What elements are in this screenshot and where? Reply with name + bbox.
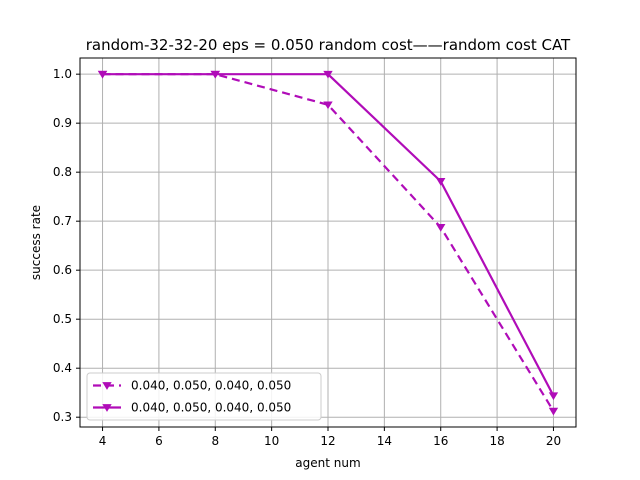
series-1 bbox=[97, 70, 559, 401]
series-layer bbox=[97, 70, 559, 416]
data-point bbox=[436, 223, 446, 232]
x-tick-label: 12 bbox=[320, 434, 335, 448]
legend-marker bbox=[102, 404, 112, 412]
chart-title: random-32-32-20 eps = 0.050 random cost—… bbox=[86, 36, 571, 54]
grid bbox=[80, 58, 576, 427]
x-tick-label: 18 bbox=[489, 434, 504, 448]
data-point bbox=[210, 70, 220, 79]
y-tick-label: 0.9 bbox=[53, 116, 72, 130]
legend: 0.040, 0.050, 0.040, 0.050 0.040, 0.050,… bbox=[86, 372, 322, 421]
legend-label-1: 0.040, 0.050, 0.040, 0.050 bbox=[131, 401, 291, 415]
x-tick-label: 14 bbox=[377, 434, 392, 448]
y-tick-label: 0.5 bbox=[53, 312, 72, 326]
y-tick-label: 0.4 bbox=[53, 361, 72, 375]
ticks: 4 6 8 10 12 14 16 18 20 0.3 0.4 0.5 0.6 0.7 0.8 0.9 1.0 bbox=[53, 67, 561, 448]
legend-label-0: 0.040, 0.050, 0.040, 0.050 bbox=[131, 379, 291, 393]
legend-box bbox=[86, 372, 322, 421]
x-tick-label: 16 bbox=[433, 434, 448, 448]
x-tick-label: 8 bbox=[211, 434, 219, 448]
data-point bbox=[548, 392, 559, 401]
data-point bbox=[323, 70, 333, 79]
x-tick-label: 20 bbox=[546, 434, 561, 448]
y-tick-label: 1.0 bbox=[53, 67, 72, 81]
y-tick-label: 0.3 bbox=[53, 410, 72, 424]
y-tick-label: 0.8 bbox=[53, 165, 72, 179]
x-tick-label: 10 bbox=[264, 434, 279, 448]
data-point bbox=[436, 178, 446, 186]
legend-marker bbox=[102, 382, 112, 390]
y-tick-label: 0.7 bbox=[53, 214, 72, 228]
y-axis-label: success rate bbox=[29, 205, 43, 280]
y-tick-label: 0.6 bbox=[53, 263, 72, 277]
data-point bbox=[323, 101, 333, 110]
x-axis-label: agent num bbox=[295, 456, 360, 470]
data-point bbox=[548, 407, 559, 416]
x-tick-label: 6 bbox=[155, 434, 163, 448]
x-tick-label: 4 bbox=[99, 434, 107, 448]
data-point bbox=[97, 70, 108, 79]
